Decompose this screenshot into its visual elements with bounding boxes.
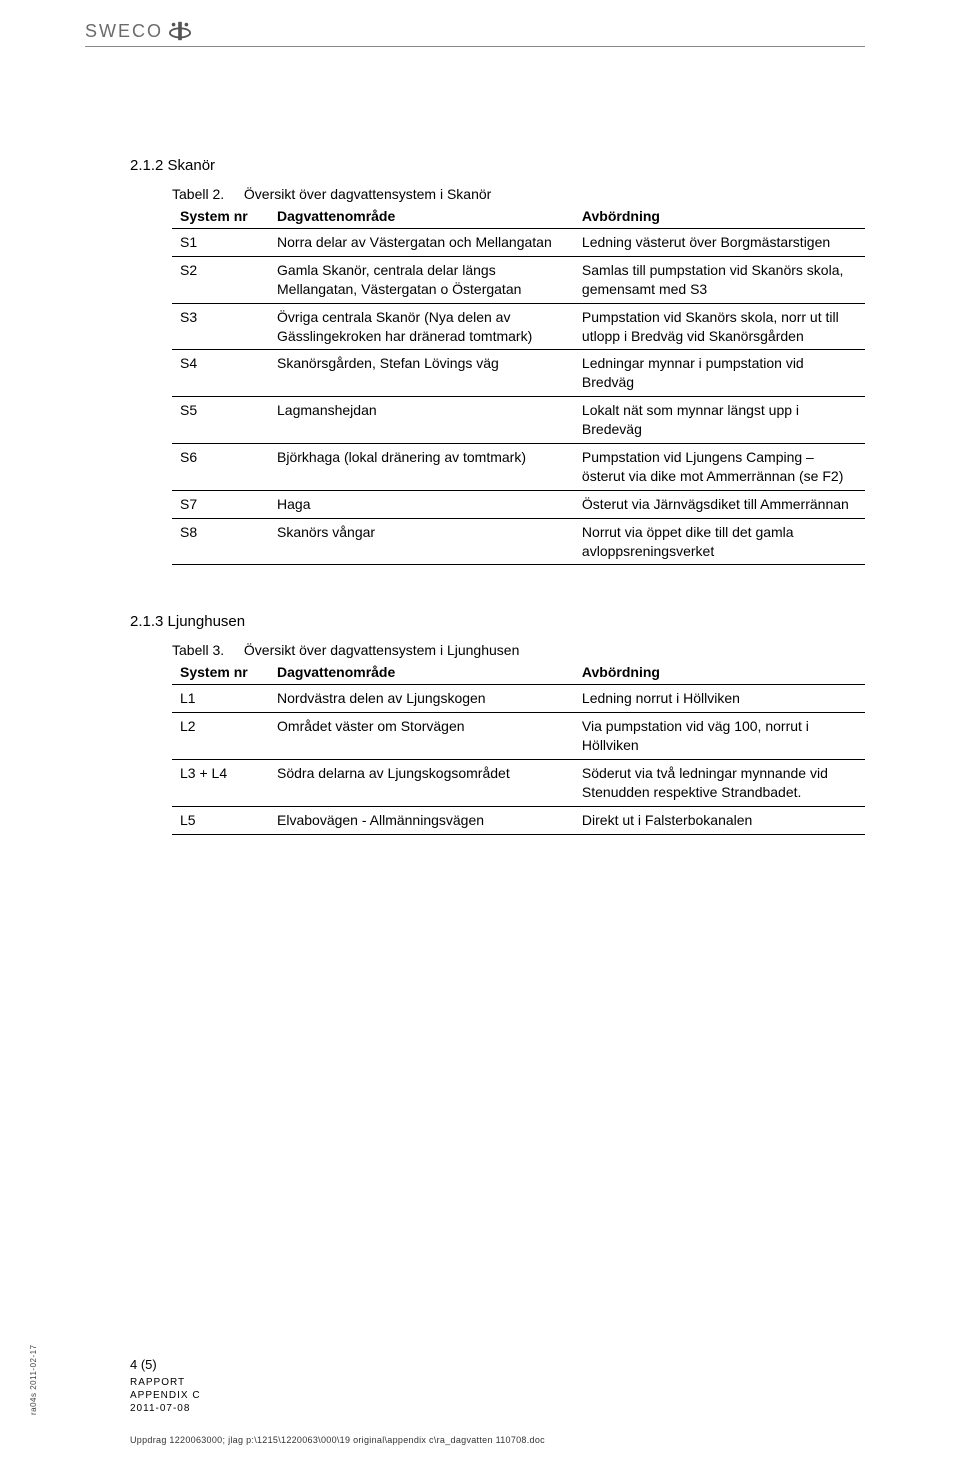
table-row: S4Skanörsgården, Stefan Lövings vägLedni… [172, 350, 865, 397]
footer-report: RAPPORT [130, 1376, 201, 1389]
section-heading: 2.1.3 Ljunghusen [130, 613, 865, 630]
table-cell: L2 [172, 713, 269, 760]
table-header-row: System nr Dagvattenområde Avbördning [172, 204, 865, 229]
page-number: 4 (5) [130, 1357, 201, 1374]
skanor-table: System nr Dagvattenområde Avbördning S1N… [172, 204, 865, 565]
caption-label: Tabell 2. [172, 186, 240, 202]
table-cell: Björkhaga (lokal dränering av tomtmark) [269, 444, 574, 491]
table-cell: Området väster om Storvägen [269, 713, 574, 760]
caption-text: Översikt över dagvattensystem i Ljunghus… [244, 642, 519, 658]
caption-text: Översikt över dagvattensystem i Skanör [244, 186, 491, 202]
col-area: Dagvattenområde [269, 660, 574, 685]
table-cell: L1 [172, 685, 269, 713]
table-row: L1Nordvästra delen av LjungskogenLedning… [172, 685, 865, 713]
table-cell: S1 [172, 229, 269, 257]
table-cell: S2 [172, 256, 269, 303]
table-cell: L3 + L4 [172, 760, 269, 807]
table-cell: Skanörsgården, Stefan Lövings väg [269, 350, 574, 397]
table-row: S6Björkhaga (lokal dränering av tomtmark… [172, 444, 865, 491]
table-cell: S8 [172, 518, 269, 565]
table-cell: Direkt ut i Falsterbokanalen [574, 806, 865, 834]
table-row: L2Området väster om StorvägenVia pumpsta… [172, 713, 865, 760]
table-cell: S7 [172, 490, 269, 518]
footer-date: 2011-07-08 [130, 1402, 201, 1415]
table-cell: S3 [172, 303, 269, 350]
table-cell: Söderut via två ledningar mynnande vid S… [574, 760, 865, 807]
table-cell: Österut via Järnvägsdiket till Ammerränn… [574, 490, 865, 518]
table-row: S8Skanörs vångarNorrut via öppet dike ti… [172, 518, 865, 565]
table-row: L3 + L4Södra delarna av Ljungskogsområde… [172, 760, 865, 807]
table-cell: Haga [269, 490, 574, 518]
table-cell: Lokalt nät som mynnar längst upp i Brede… [574, 397, 865, 444]
page-footer: 4 (5) RAPPORT APPENDIX C 2011-07-08 [130, 1357, 201, 1415]
table-header-row: System nr Dagvattenområde Avbördning [172, 660, 865, 685]
table-cell: Via pumpstation vid väg 100, norrut i Hö… [574, 713, 865, 760]
footer-appendix: APPENDIX C [130, 1389, 201, 1402]
table-row: S2Gamla Skanör, centrala delar längs Mel… [172, 256, 865, 303]
table-cell: Lagmanshejdan [269, 397, 574, 444]
col-avbordning: Avbördning [574, 204, 865, 229]
table-cell: S6 [172, 444, 269, 491]
table-cell: Samlas till pumpstation vid Skanörs skol… [574, 256, 865, 303]
ljunghusen-table: System nr Dagvattenområde Avbördning L1N… [172, 660, 865, 834]
page-header: SWECO [0, 0, 960, 47]
table-cell: Övriga centrala Skanör (Nya delen av Gäs… [269, 303, 574, 350]
section-heading: 2.1.2 Skanör [130, 157, 865, 174]
table-row: S7HagaÖsterut via Järnvägsdiket till Amm… [172, 490, 865, 518]
caption-label: Tabell 3. [172, 642, 240, 658]
table-cell: Gamla Skanör, centrala delar längs Mella… [269, 256, 574, 303]
col-avbordning: Avbördning [574, 660, 865, 685]
logo: SWECO [85, 20, 960, 42]
table-cell: Skanörs vångar [269, 518, 574, 565]
table-cell: Ledning västerut över Borgmästarstigen [574, 229, 865, 257]
side-revision: ra04s 2011-02-17 [29, 1344, 38, 1415]
table-cell: Nordvästra delen av Ljungskogen [269, 685, 574, 713]
file-path: Uppdrag 1220063000; jlag p:\1215\1220063… [130, 1435, 545, 1445]
page-content: 2.1.2 Skanör Tabell 2. Översikt över dag… [0, 47, 960, 835]
table-cell: Pumpstation vid Ljungens Camping – öster… [574, 444, 865, 491]
table-row: S3Övriga centrala Skanör (Nya delen av G… [172, 303, 865, 350]
table-cell: Södra delarna av Ljungskogsområdet [269, 760, 574, 807]
table-cell: Ledningar mynnar i pumpstation vid Bredv… [574, 350, 865, 397]
table-cell: S5 [172, 397, 269, 444]
table-row: S1Norra delar av Västergatan och Mellang… [172, 229, 865, 257]
section-skanor: 2.1.2 Skanör Tabell 2. Översikt över dag… [130, 157, 865, 565]
table-cell: Ledning norrut i Höllviken [574, 685, 865, 713]
table-caption: Tabell 2. Översikt över dagvattensystem … [130, 186, 865, 202]
section-ljunghusen: 2.1.3 Ljunghusen Tabell 3. Översikt över… [130, 613, 865, 834]
col-area: Dagvattenområde [269, 204, 574, 229]
table-cell: S4 [172, 350, 269, 397]
col-system: System nr [172, 204, 269, 229]
table-cell: L5 [172, 806, 269, 834]
logo-icon [169, 20, 191, 42]
table-cell: Elvabovägen - Allmänningsvägen [269, 806, 574, 834]
table-row: L5Elvabovägen - AllmänningsvägenDirekt u… [172, 806, 865, 834]
table-cell: Norrut via öppet dike till det gamla avl… [574, 518, 865, 565]
table-caption: Tabell 3. Översikt över dagvattensystem … [130, 642, 865, 658]
table-cell: Norra delar av Västergatan och Mellangat… [269, 229, 574, 257]
table-row: S5LagmanshejdanLokalt nät som mynnar län… [172, 397, 865, 444]
col-system: System nr [172, 660, 269, 685]
logo-text: SWECO [85, 21, 163, 42]
table-cell: Pumpstation vid Skanörs skola, norr ut t… [574, 303, 865, 350]
